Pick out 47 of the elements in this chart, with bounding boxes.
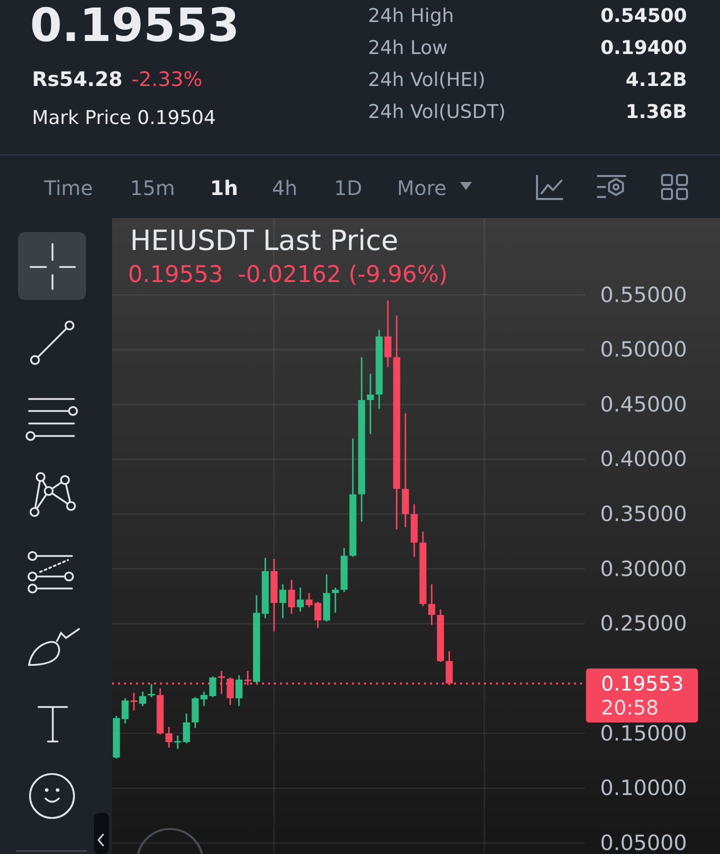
text: Mark Price 0.19504 — [32, 107, 216, 129]
text: 24h Vol(USDT) — [368, 101, 506, 123]
candlestick — [148, 683, 155, 698]
text: 1h — [210, 176, 238, 200]
y-tick-label: 0.35000 — [600, 502, 687, 526]
text: 4h — [272, 176, 298, 200]
candlestick — [332, 586, 339, 614]
candlestick — [366, 372, 374, 435]
candlestick — [182, 712, 190, 744]
text: -2.33% — [132, 67, 202, 91]
candlestick — [139, 690, 146, 707]
y-tick-label: 0.25000 — [600, 612, 687, 636]
candlestick — [279, 584, 286, 619]
text: 24h Low — [368, 37, 448, 59]
text: Time — [43, 176, 93, 200]
candlestick — [165, 726, 172, 748]
y-tick-label: 0.40000 — [600, 447, 687, 472]
text: 0.19553 — [30, 0, 240, 52]
ref-line-label: 0.19553 20:58 — [601, 671, 684, 720]
candlestick — [306, 592, 313, 608]
text: More — [397, 176, 447, 200]
candlestick — [236, 674, 243, 707]
y-tick-label: 0.05000 — [600, 831, 687, 854]
candlestick — [314, 601, 322, 629]
y-tick-label: 0.15000 — [600, 721, 687, 746]
candlestick — [288, 579, 296, 615]
text: 0.19553 -0.02162 (-9.96%) — [128, 262, 448, 288]
text: Rs54.28 — [32, 67, 123, 91]
candlestick — [296, 586, 304, 612]
text: 0.54500 — [600, 5, 687, 27]
candlestick — [428, 584, 436, 626]
candlestick — [130, 692, 138, 712]
text: 4.12B — [626, 69, 687, 91]
text: 1D — [334, 176, 362, 200]
y-tick-label: 0.10000 — [600, 776, 687, 800]
y-tick-label: 0.55000 — [600, 282, 687, 307]
candlestick — [174, 734, 182, 750]
y-tick-label: 0.45000 — [600, 392, 687, 416]
text: 24h Vol(HEI) — [368, 69, 486, 91]
y-tick-label: 0.50000 — [600, 338, 687, 362]
text: 0.19400 — [600, 37, 687, 59]
candlestick — [384, 299, 392, 368]
text: 24h High — [368, 5, 454, 27]
text: 1.36B — [626, 101, 687, 123]
text: 15m — [130, 176, 175, 200]
chart-title: HEIUSDT Last Price — [130, 224, 398, 257]
y-tick-label: 0.30000 — [600, 556, 687, 581]
